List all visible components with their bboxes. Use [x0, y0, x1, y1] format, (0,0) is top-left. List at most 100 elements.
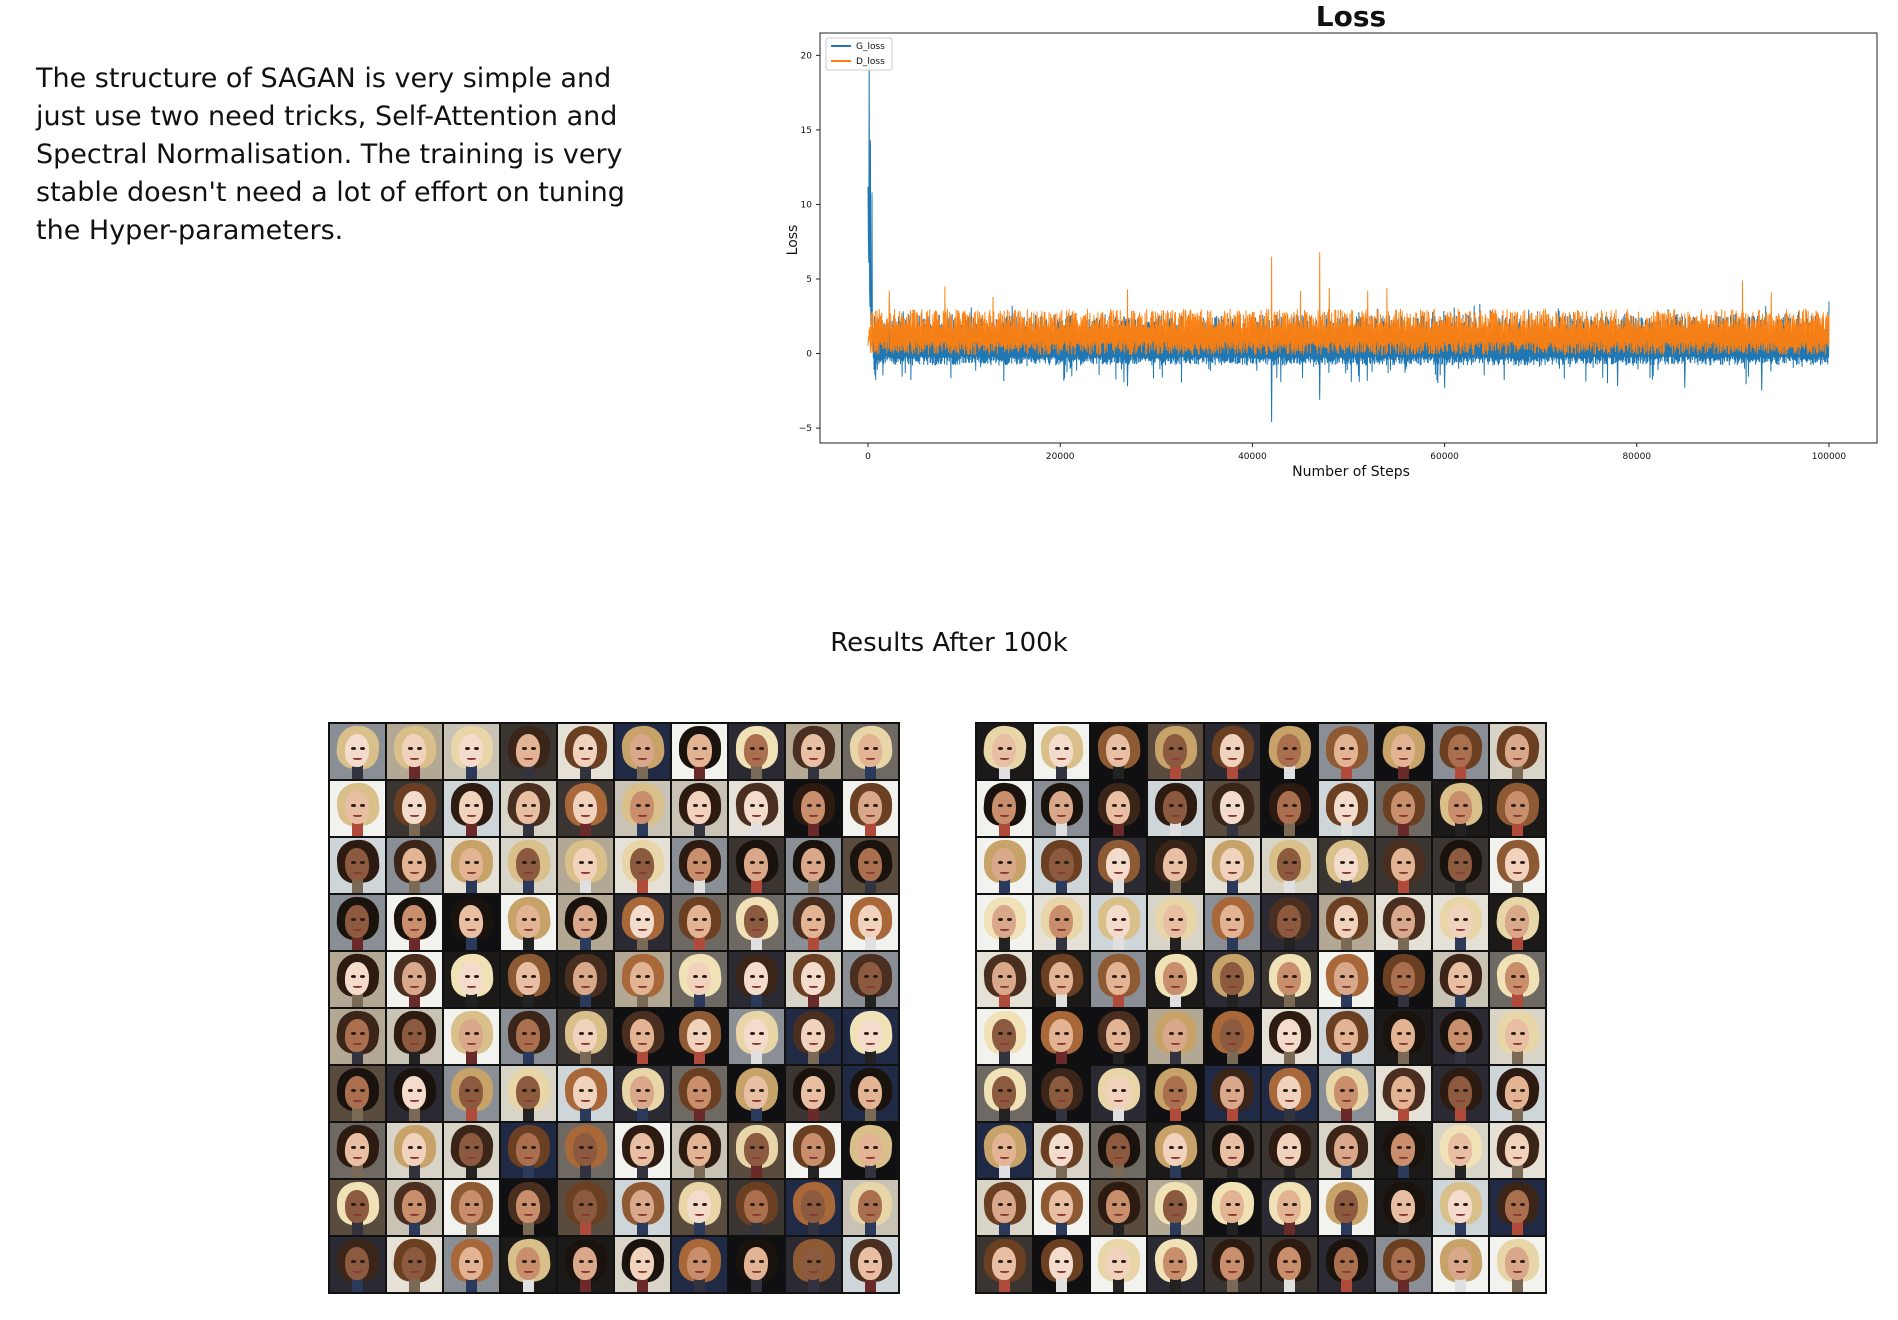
sample-mouth [1000, 1271, 1009, 1274]
sample-eye [1177, 1203, 1183, 1206]
sample-neck [1056, 992, 1067, 1007]
sample-eye [644, 1032, 650, 1035]
sample-eye [1453, 861, 1459, 864]
sample-neck [409, 1220, 420, 1235]
sample-face [1220, 1132, 1245, 1167]
sample-mouth [752, 872, 761, 875]
sample-mouth [410, 872, 419, 875]
sample-image [1319, 1237, 1374, 1292]
sample-mouth [1114, 758, 1123, 761]
sample-eye [521, 747, 527, 750]
sample-mouth [524, 1043, 533, 1046]
sample-eye [1054, 747, 1060, 750]
sample-image [672, 952, 727, 1007]
sample-eye [1462, 918, 1468, 921]
sample-image [1319, 781, 1374, 836]
sample-eye [1054, 1260, 1060, 1263]
sample-neck [865, 821, 876, 836]
sample-mouth [1057, 1214, 1066, 1217]
sample-mouth [866, 758, 875, 761]
sample-neck [808, 1220, 819, 1235]
sample-face [858, 904, 883, 939]
sample-neck [466, 1277, 477, 1292]
sample-eye [350, 1146, 356, 1149]
sample-image [729, 1066, 784, 1121]
sample-neck [808, 1163, 819, 1178]
sample-image [1262, 838, 1317, 893]
sample-mouth [695, 1157, 704, 1160]
sample-face [1049, 847, 1074, 881]
sample-eye [635, 1260, 641, 1263]
sample-neck [1113, 1163, 1124, 1178]
sample-eye [692, 1260, 698, 1263]
sample-eye [1453, 1260, 1459, 1263]
sample-mouth [1399, 1157, 1408, 1160]
sample-face [1106, 847, 1131, 882]
sample-mouth [752, 758, 761, 761]
sample-mouth [1171, 758, 1180, 761]
sample-neck [808, 1049, 819, 1064]
sample-neck [694, 1049, 705, 1064]
sample-image [444, 1237, 499, 1292]
sample-mouth [1342, 815, 1351, 818]
sample-mouth [1342, 1043, 1351, 1046]
sample-eye [1405, 1146, 1411, 1149]
sample-eye [416, 804, 422, 807]
sample-image [558, 1009, 613, 1064]
sample-mouth [353, 929, 362, 932]
sample-eye [1282, 861, 1288, 864]
sample-mouth [1114, 872, 1123, 875]
sample-eye [1111, 1260, 1117, 1263]
sample-neck [1056, 935, 1067, 950]
sample-eye [872, 861, 878, 864]
sample-eye [578, 804, 584, 807]
sample-eye [416, 975, 422, 978]
sample-eye [1282, 1089, 1288, 1092]
sample-eye [701, 1089, 707, 1092]
sample-eye [758, 1260, 764, 1263]
sample-eye [1168, 747, 1174, 750]
sample-eye [464, 1032, 470, 1035]
sample-neck [352, 1049, 363, 1064]
sample-mouth [1285, 1100, 1294, 1103]
sample-image [843, 1123, 898, 1178]
sample-mouth [638, 872, 647, 875]
sample-mouth [353, 1214, 362, 1217]
sample-eye [635, 918, 641, 921]
sample-eye [359, 1032, 365, 1035]
sample-eye [1462, 804, 1468, 807]
sample-eye [1111, 1032, 1117, 1035]
sample-eye [863, 861, 869, 864]
sample-image [843, 724, 898, 779]
sample-eye [1462, 747, 1468, 750]
sample-mouth [638, 1214, 647, 1217]
sample-eye [1519, 1032, 1525, 1035]
sample-image [1091, 781, 1146, 836]
sample-mouth [1114, 1043, 1123, 1046]
sample-mouth [467, 1271, 476, 1274]
sample-neck [466, 1106, 477, 1121]
sample-eye [758, 1146, 764, 1149]
sample-mouth [695, 1043, 704, 1046]
sample-eye [1006, 804, 1012, 807]
sample-eye [350, 747, 356, 750]
sample-image [672, 895, 727, 950]
sample-eye [1339, 804, 1345, 807]
sample-image [387, 1009, 442, 1064]
sample-eye [1348, 1146, 1354, 1149]
sample-eye [416, 1032, 422, 1035]
sample-mouth [1513, 872, 1522, 875]
sample-neck [999, 821, 1010, 836]
sample-eye [1339, 1089, 1345, 1092]
sample-mouth [1228, 815, 1237, 818]
sample-eye [872, 804, 878, 807]
sample-image [1319, 952, 1374, 1007]
sample-face [744, 733, 769, 768]
sample-mouth [1399, 758, 1408, 761]
sample-neck [865, 1106, 876, 1121]
sample-mouth [1228, 929, 1237, 932]
sample-image [501, 1066, 556, 1121]
sample-eye [692, 975, 698, 978]
sample-eye [1054, 861, 1060, 864]
sample-eye [1462, 1203, 1468, 1206]
